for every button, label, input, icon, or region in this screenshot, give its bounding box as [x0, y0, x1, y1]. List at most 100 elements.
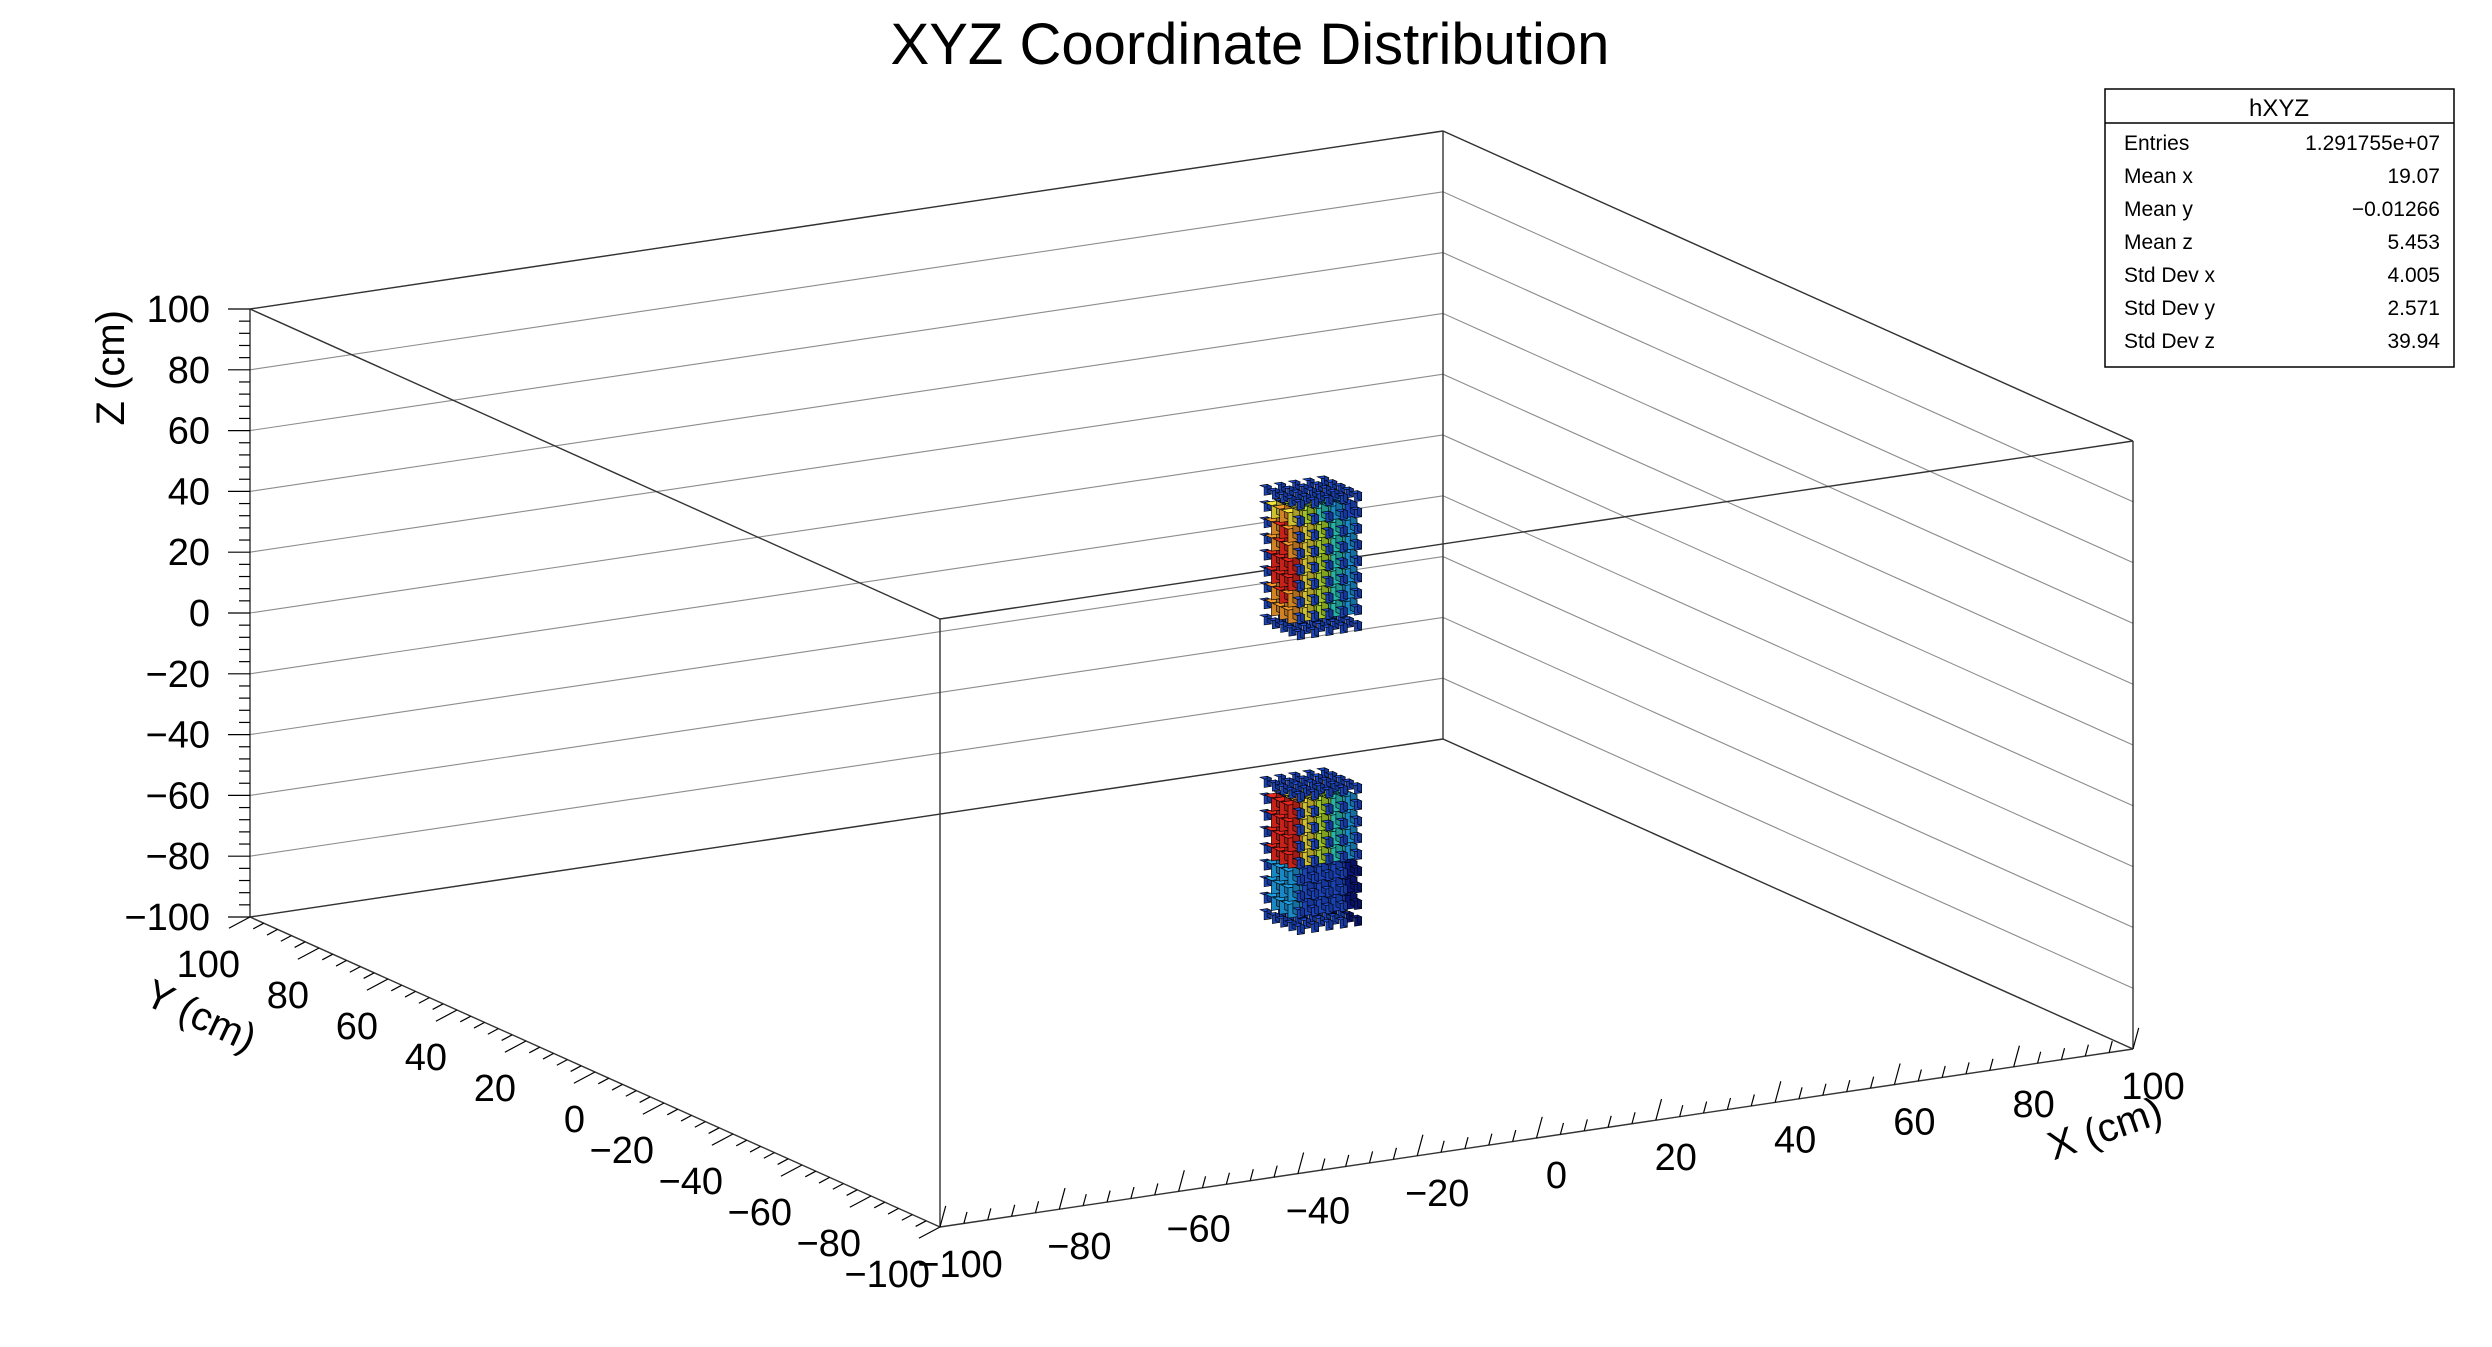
- lego-bin: [1314, 805, 1319, 817]
- x-tick: [1535, 1116, 1543, 1139]
- stats-row: Entries 1.291755e+07: [2124, 132, 2440, 155]
- x-tick: [1082, 1193, 1087, 1206]
- stats-label: Mean x: [2124, 165, 2193, 188]
- lego-bin: [1328, 624, 1334, 636]
- axes: −100 −80 −60 −40 −20 0 20 40 60 80 100−100−80−60−4…: [124, 289, 2184, 1296]
- lego-bin: [1342, 883, 1348, 895]
- x-tick: [1249, 1169, 1254, 1181]
- x-tick: [939, 1205, 947, 1228]
- y-tick: [390, 984, 403, 992]
- x-tick: [2132, 1027, 2140, 1050]
- lego-bin: [1328, 869, 1334, 881]
- y-tick: [711, 1133, 734, 1146]
- lego-bin: [1357, 538, 1362, 550]
- lego-bin: [1299, 531, 1305, 543]
- x-tick: [1702, 1101, 1708, 1114]
- y-tick: [349, 966, 361, 973]
- lego-bin: [1299, 807, 1305, 819]
- stats-value: 19.07: [2387, 165, 2440, 188]
- lego-bin: [1357, 881, 1362, 893]
- chart-title: XYZ Coordinate Distribution: [891, 12, 1610, 77]
- stats-value: 1.291755e+07: [2305, 132, 2440, 155]
- y-tick: [639, 1096, 651, 1103]
- y-tick: [504, 1040, 527, 1053]
- lego-bin: [1342, 605, 1348, 617]
- lego-bin: [1342, 540, 1348, 552]
- lego-bin: [1342, 524, 1348, 536]
- lego-bin: [1299, 889, 1305, 901]
- x-tick: [1798, 1087, 1803, 1099]
- x-tick: [1392, 1147, 1398, 1160]
- lego-bin: [1314, 838, 1319, 850]
- y-tick: [542, 1052, 554, 1060]
- x-tick: [1607, 1115, 1612, 1128]
- y-tick: [570, 1065, 582, 1072]
- x-tick: [1631, 1112, 1636, 1124]
- y-tick: [708, 1127, 720, 1134]
- x-tick: [1273, 1165, 1278, 1178]
- lego-bin: [1342, 833, 1348, 845]
- x-tick: [1201, 1176, 1207, 1188]
- stats-label: Mean z: [2124, 231, 2193, 254]
- x-tick-label: 80: [2013, 1084, 2055, 1126]
- y-tick: [666, 1108, 679, 1116]
- frame-edge: [939, 440, 2134, 620]
- x-tick: [1655, 1098, 1663, 1121]
- lego-bin: [1357, 506, 1362, 518]
- y-tick: [363, 972, 375, 979]
- stats-value: 4.005: [2387, 264, 2440, 287]
- x-tick: [1989, 1058, 1994, 1071]
- x-tick: [1130, 1186, 1135, 1199]
- lego-bin: [1314, 626, 1319, 638]
- grid-line: [249, 677, 2134, 989]
- frame-edge: [1442, 130, 2134, 442]
- y-tick: [280, 935, 292, 942]
- x-tick: [1297, 1152, 1305, 1174]
- y-tick: [473, 1021, 485, 1029]
- z-axis-title: Z (cm): [89, 310, 133, 426]
- y-tick-label: 100: [177, 944, 240, 986]
- lego-bin: [1314, 593, 1319, 605]
- frame-edge: [249, 308, 941, 620]
- x-axis-title: X (cm): [2042, 1089, 2168, 1169]
- stats-label: Entries: [2124, 132, 2189, 155]
- x-tick: [1488, 1133, 1493, 1146]
- y-tick-label: −100: [844, 1254, 930, 1296]
- stats-row: Mean z 5.453: [2124, 231, 2440, 254]
- lego-bin: [1299, 840, 1305, 852]
- lego-bin: [1299, 923, 1305, 935]
- lego-bin: [1357, 490, 1362, 502]
- grid-layer: [249, 130, 2134, 1050]
- x-tick: [1941, 1065, 1946, 1078]
- lego-bin: [1357, 555, 1362, 566]
- lego-bin: [1342, 622, 1348, 633]
- lego-bin: [1299, 873, 1305, 885]
- x-tick: [1058, 1187, 1066, 1210]
- frame-edge: [1442, 738, 2134, 1050]
- x-tick: [1512, 1129, 1517, 1142]
- x-tick: [1869, 1076, 1875, 1089]
- lego-bin: [1314, 529, 1319, 540]
- z-tick-label: −20: [146, 654, 210, 696]
- x-tick: [2036, 1051, 2042, 1064]
- y-tick: [873, 1201, 886, 1209]
- z-tick-label: 0: [189, 593, 210, 635]
- lego-bin: [1342, 800, 1348, 812]
- frame-edge: [249, 738, 1444, 918]
- y-tick: [597, 1077, 610, 1085]
- y-tick: [642, 1102, 665, 1115]
- z-tick-label: 20: [168, 532, 210, 574]
- y-tick: [818, 1176, 830, 1184]
- lego-bin: [1299, 856, 1305, 868]
- y-tick: [266, 928, 278, 936]
- x-tick-label: −20: [1405, 1173, 1469, 1215]
- y-tick: [294, 941, 306, 948]
- lego-bin: [1342, 508, 1348, 520]
- stats-title: hXYZ: [2249, 95, 2309, 122]
- y-tick: [804, 1170, 817, 1178]
- y-tick: [763, 1152, 775, 1159]
- x-tick: [1178, 1170, 1185, 1192]
- x-tick: [1345, 1154, 1350, 1167]
- lego-bin: [1299, 906, 1305, 918]
